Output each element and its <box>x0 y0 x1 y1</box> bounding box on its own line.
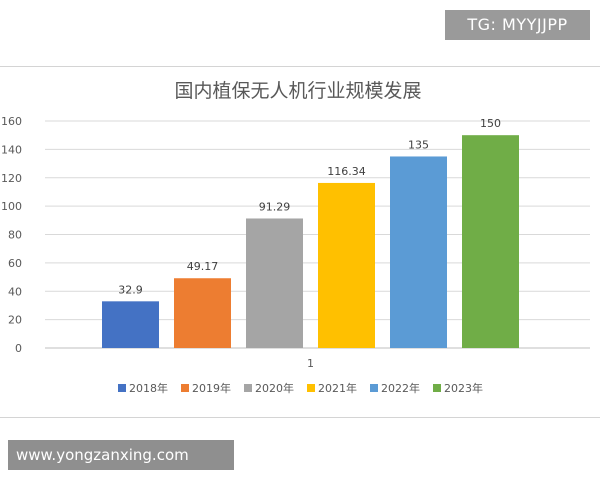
legend-swatch <box>244 384 252 392</box>
watermark-top: TG: MYYJJPP <box>445 10 590 40</box>
y-tick-label: 40 <box>8 285 22 298</box>
bars <box>102 135 519 348</box>
y-tick-label: 140 <box>1 143 22 156</box>
legend-swatch <box>307 384 315 392</box>
y-tick-label: 0 <box>15 342 22 355</box>
y-tick-label: 20 <box>8 314 22 327</box>
legend-swatch <box>433 384 441 392</box>
y-tick-labels: 0 20 40 60 80 100 120 140 160 <box>1 115 22 355</box>
y-tick-label: 100 <box>1 200 22 213</box>
x-tick-labels: 1 <box>307 357 314 370</box>
legend-label: 2019年 <box>192 381 231 395</box>
legend: 2018年 2019年 2020年 2021年 2022年 2023年 <box>118 381 483 395</box>
x-tick-label: 1 <box>307 357 314 370</box>
data-label: 91.29 <box>259 200 291 213</box>
data-label: 116.34 <box>327 165 366 178</box>
data-labels: 32.9 49.17 91.29 116.34 135 150 <box>118 117 501 296</box>
legend-label: 2018年 <box>129 381 168 395</box>
chart-frame: 国内植保无人机行业规模发展 0 20 40 60 80 100 120 140 160 32.9… <box>0 66 600 418</box>
y-tick-label: 80 <box>8 229 22 242</box>
data-label: 32.9 <box>118 283 143 296</box>
y-tick-label: 120 <box>1 172 22 185</box>
bar-2020年 <box>246 218 303 348</box>
data-label: 135 <box>408 138 429 151</box>
legend-label: 2020年 <box>255 381 294 395</box>
legend-label: 2021年 <box>318 381 357 395</box>
legend-swatch <box>118 384 126 392</box>
chart-title: 国内植保无人机行业规模发展 <box>174 80 421 102</box>
legend-label: 2022年 <box>381 381 420 395</box>
y-tick-label: 160 <box>1 115 22 128</box>
data-label: 150 <box>480 117 501 130</box>
watermark-bottom: www.yongzanxing.com <box>8 440 234 470</box>
bar-2018年 <box>102 301 159 348</box>
y-tick-label: 60 <box>8 257 22 270</box>
legend-swatch <box>370 384 378 392</box>
bar-2022年 <box>390 156 447 348</box>
data-label: 49.17 <box>187 260 219 273</box>
bar-2019年 <box>174 278 231 348</box>
bar-2021年 <box>318 182 375 348</box>
legend-swatch <box>181 384 189 392</box>
legend-label: 2023年 <box>444 381 483 395</box>
chart: 国内植保无人机行业规模发展 0 20 40 60 80 100 120 140 160 32.9… <box>1 80 590 395</box>
bar-2023年 <box>462 135 519 348</box>
